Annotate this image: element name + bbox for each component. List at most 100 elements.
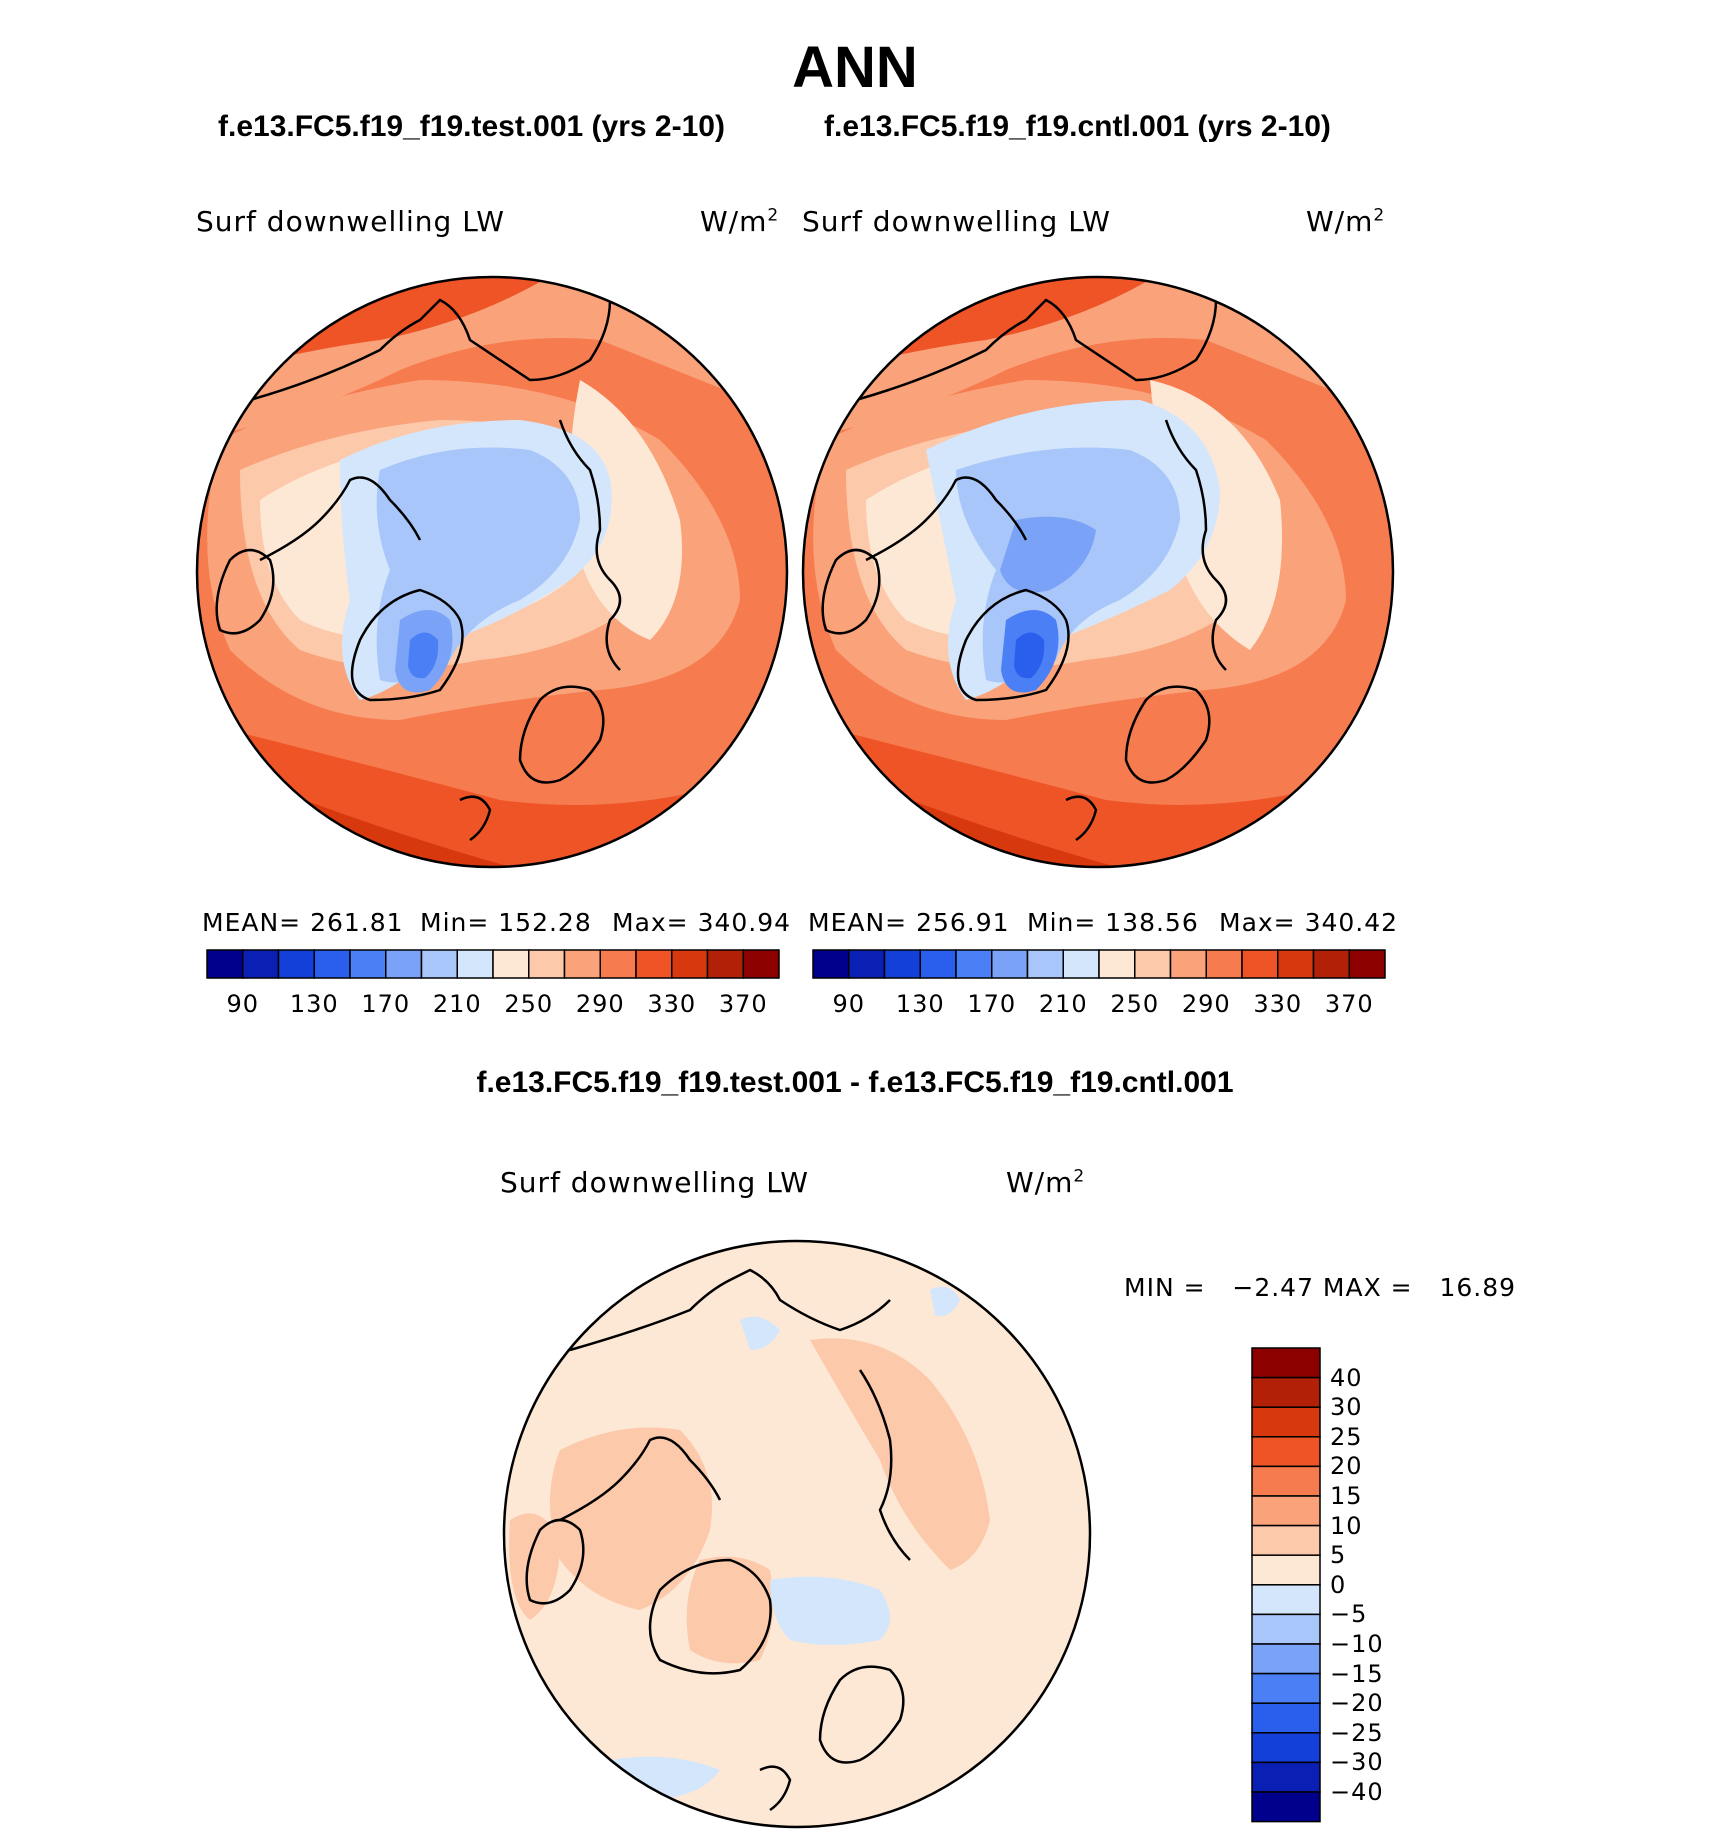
difference-colorbar-tick-label: 25: [1330, 1422, 1363, 1451]
difference-map: [504, 1241, 1090, 1827]
control-colorbar-tick-label: 370: [1324, 990, 1374, 1018]
control-map-border: [801, 275, 1395, 869]
difference-colorbar-segment: [1251, 1436, 1321, 1468]
control-units-label: W/m2: [1306, 205, 1386, 238]
difference-colorbar-tick-label: 20: [1330, 1452, 1363, 1481]
test-colorbar-tick-label: 370: [718, 990, 768, 1018]
difference-colorbar-segment: [1251, 1406, 1321, 1438]
test-colorbar-tick-label: 330: [647, 990, 697, 1018]
test-colorbar-segment: [742, 949, 780, 979]
difference-colorbar-segment: [1251, 1732, 1321, 1764]
test-min: Min= 152.28: [420, 908, 592, 937]
test-colorbar-tick-label: 130: [289, 990, 339, 1018]
control-colorbar-segment: [919, 949, 957, 979]
control-colorbar-segment: [1026, 949, 1064, 979]
difference-colorbar-segment: [1251, 1554, 1321, 1586]
control-colorbar-tick-label: 170: [967, 990, 1017, 1018]
control-max: Max= 340.42: [1219, 908, 1399, 937]
difference-colorbar-segment: [1251, 1376, 1321, 1408]
test-colorbar-segment: [563, 949, 601, 979]
control-mean: MEAN= 256.91: [808, 908, 1010, 937]
test-colorbar: [206, 949, 780, 979]
test-colorbar-segment: [492, 949, 530, 979]
control-colorbar-segment: [1062, 949, 1100, 979]
test-colorbar-segment: [277, 949, 315, 979]
test-case-title: f.e13.FC5.f19_f19.test.001 (yrs 2-10): [218, 110, 725, 143]
difference-title: f.e13.FC5.f19_f19.test.001 - f.e13.FC5.f…: [476, 1066, 1234, 1099]
difference-colorbar-tick-label: −30: [1330, 1748, 1384, 1777]
test-max: Max= 340.94: [612, 908, 792, 937]
control-colorbar-segment: [1241, 949, 1279, 979]
test-map: [197, 277, 787, 867]
difference-colorbar-segment: [1251, 1672, 1321, 1704]
control-variable-label: Surf downwelling LW: [802, 205, 1111, 238]
difference-colorbar-tick-label: −5: [1330, 1600, 1368, 1629]
difference-colorbar-tick-label: 0: [1330, 1570, 1347, 1599]
control-colorbar: [812, 949, 1386, 979]
difference-units-label: W/m2: [1006, 1166, 1086, 1199]
test-colorbar-segment: [528, 949, 566, 979]
difference-colorbar-tick-label: −10: [1330, 1630, 1384, 1658]
test-colorbar-segment: [599, 949, 637, 979]
control-colorbar-tick-label: 250: [1110, 990, 1160, 1018]
control-colorbar-segment: [1098, 949, 1136, 979]
test-mean: MEAN= 261.81: [202, 908, 404, 937]
control-colorbar-segment: [1348, 949, 1386, 979]
test-colorbar-tick-label: 170: [361, 990, 411, 1018]
control-colorbar-segment: [1169, 949, 1207, 979]
difference-colorbar-segment: [1251, 1347, 1321, 1379]
test-colorbar-segment: [706, 949, 744, 979]
difference-colorbar-tick-label: 15: [1330, 1482, 1363, 1510]
test-colorbar-tick-label: 250: [504, 990, 554, 1018]
test-colorbar-segment: [206, 949, 244, 979]
test-colorbar-segment: [420, 949, 458, 979]
figure-title: ANN: [792, 35, 918, 100]
test-units-label: W/m2: [700, 205, 780, 238]
difference-colorbar: [1251, 1347, 1321, 1823]
difference-minmax: MIN = −2.47 MAX = 16.89: [1124, 1273, 1517, 1302]
test-colorbar-segment: [671, 949, 709, 979]
control-colorbar-segment: [991, 949, 1029, 979]
difference-map-border: [502, 1239, 1092, 1829]
test-colorbar-segment: [635, 949, 673, 979]
control-colorbar-segment: [883, 949, 921, 979]
test-colorbar-segment: [385, 949, 423, 979]
control-colorbar-tick-label: 290: [1181, 990, 1231, 1018]
control-colorbar-segment: [1277, 949, 1315, 979]
control-colorbar-tick-label: 330: [1253, 990, 1303, 1018]
test-colorbar-tick-label: 90: [226, 990, 260, 1018]
difference-colorbar-segment: [1251, 1643, 1321, 1675]
difference-colorbar-tick-label: −15: [1330, 1659, 1384, 1688]
test-colorbar-segment: [313, 949, 351, 979]
difference-colorbar-segment: [1251, 1761, 1321, 1793]
difference-colorbar-tick-label: 30: [1330, 1393, 1363, 1422]
test-colorbar-segment: [349, 949, 387, 979]
control-colorbar-tick-label: 90: [832, 990, 866, 1018]
difference-colorbar-tick-label: −20: [1330, 1689, 1384, 1718]
test-variable-label: Surf downwelling LW: [196, 205, 505, 238]
difference-colorbar-tick-label: −40: [1330, 1778, 1384, 1806]
control-colorbar-segment: [1312, 949, 1350, 979]
difference-colorbar-segment: [1251, 1495, 1321, 1527]
control-colorbar-tick-label: 130: [895, 990, 945, 1018]
control-min: Min= 138.56: [1027, 908, 1199, 937]
difference-colorbar-tick-label: −25: [1330, 1718, 1384, 1747]
test-colorbar-segment: [456, 949, 494, 979]
difference-colorbar-segment: [1251, 1613, 1321, 1645]
difference-colorbar-tick-label: 10: [1330, 1511, 1363, 1540]
difference-colorbar-tick-label: 40: [1330, 1363, 1363, 1392]
difference-colorbar-segment: [1251, 1465, 1321, 1497]
difference-colorbar-tick-label: 5: [1330, 1541, 1347, 1570]
test-colorbar-tick-label: 290: [575, 990, 625, 1018]
test-colorbar-tick-label: 210: [432, 990, 482, 1018]
difference-colorbar-segment: [1251, 1584, 1321, 1616]
test-colorbar-segment: [242, 949, 280, 979]
control-colorbar-segment: [1205, 949, 1243, 979]
difference-colorbar-segment: [1251, 1702, 1321, 1734]
control-colorbar-tick-label: 210: [1038, 990, 1088, 1018]
control-colorbar-segment: [955, 949, 993, 979]
difference-colorbar-segment: [1251, 1791, 1321, 1823]
control-map: [803, 277, 1393, 867]
difference-variable-label: Surf downwelling LW: [500, 1166, 809, 1199]
